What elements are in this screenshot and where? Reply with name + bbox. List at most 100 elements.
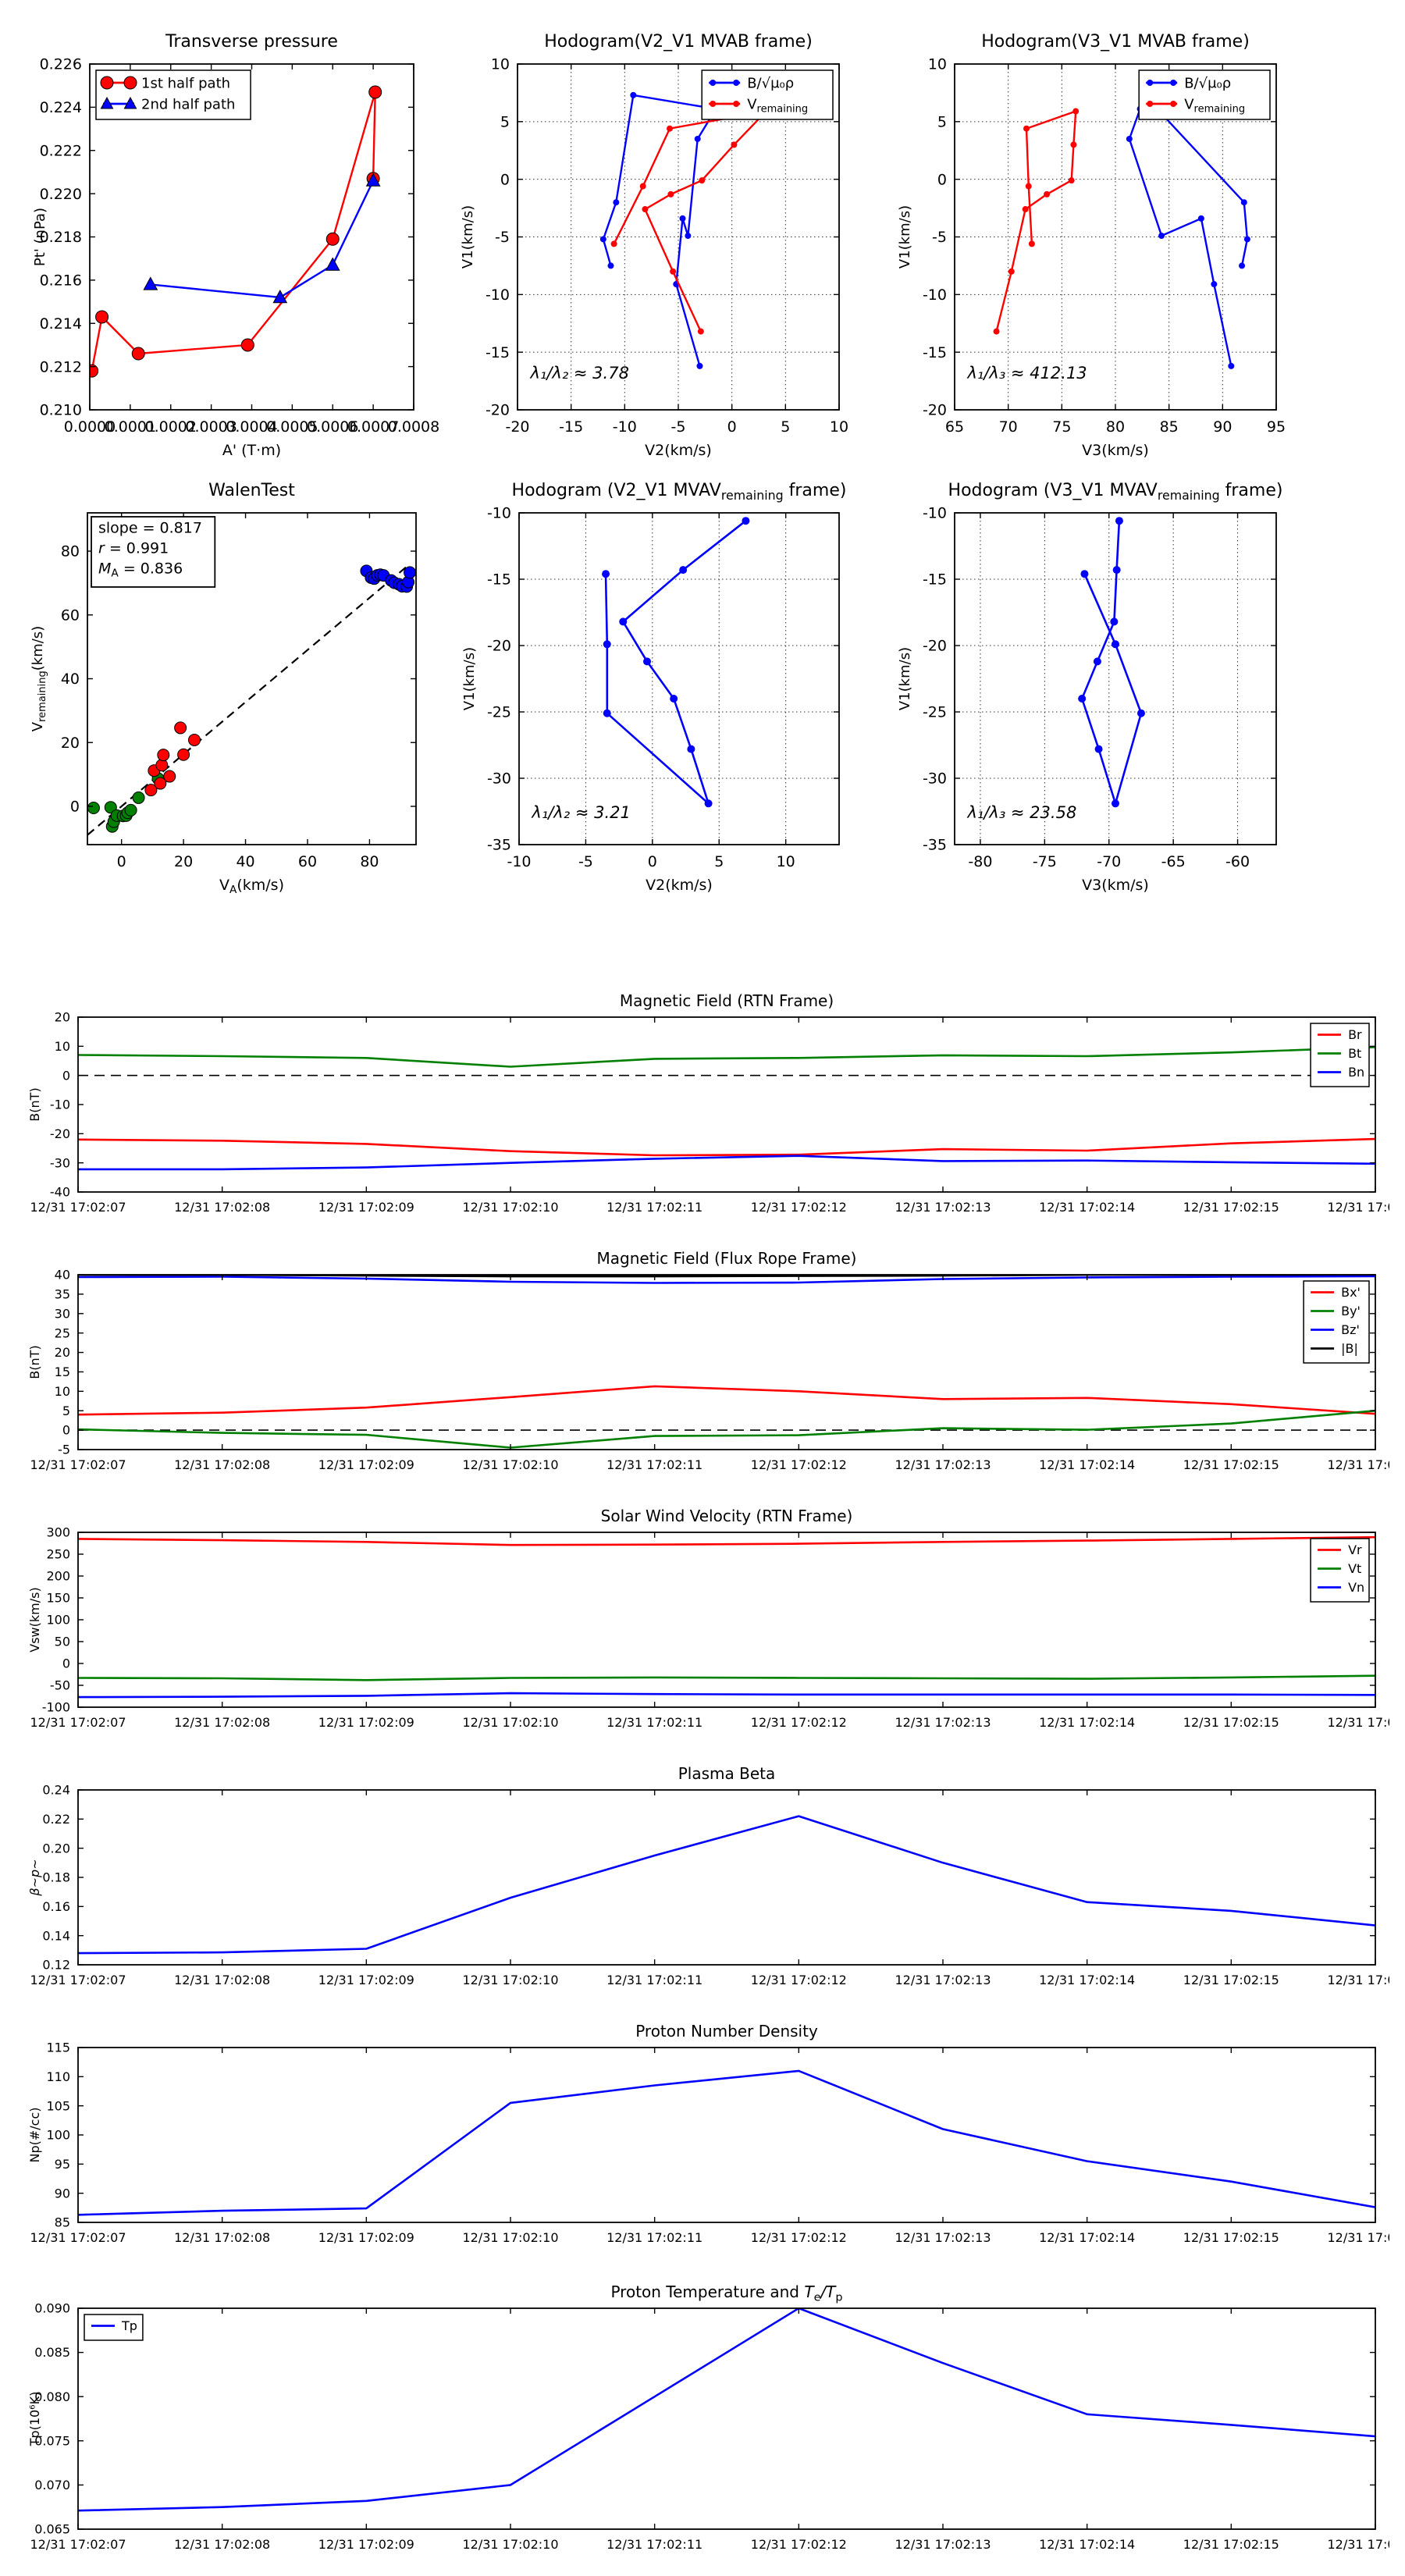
svg-text:20: 20 bbox=[55, 1345, 70, 1360]
svg-text:115: 115 bbox=[46, 2041, 70, 2055]
svg-text:-20: -20 bbox=[923, 638, 947, 655]
svg-text:V1(km/s): V1(km/s) bbox=[897, 205, 913, 269]
svg-text:V1(km/s): V1(km/s) bbox=[897, 647, 913, 710]
svg-text:12/31 17:02:09: 12/31 17:02:09 bbox=[318, 1715, 414, 1730]
svg-text:-75: -75 bbox=[1033, 853, 1057, 870]
svg-text:12/31 17:02:08: 12/31 17:02:08 bbox=[174, 1457, 270, 1472]
svg-text:12/31 17:02:09: 12/31 17:02:09 bbox=[318, 2230, 414, 2245]
svg-text:12/31 17:02:09: 12/31 17:02:09 bbox=[318, 1973, 414, 1987]
svg-text:Vr: Vr bbox=[1348, 1542, 1362, 1557]
svg-text:B/√μ₀ρ: B/√μ₀ρ bbox=[1184, 75, 1231, 91]
svg-text:-10: -10 bbox=[923, 505, 947, 522]
svg-text:0.0003: 0.0003 bbox=[185, 418, 237, 436]
svg-text:0.0001: 0.0001 bbox=[105, 418, 156, 436]
svg-text:0.214: 0.214 bbox=[40, 315, 82, 333]
svg-text:0.18: 0.18 bbox=[42, 1870, 70, 1885]
svg-text:90: 90 bbox=[55, 2186, 70, 2201]
svg-text:12/31 17:02:16: 12/31 17:02:16 bbox=[1327, 2537, 1389, 2552]
svg-text:0.224: 0.224 bbox=[40, 99, 82, 116]
svg-text:By': By' bbox=[1341, 1304, 1361, 1318]
svg-text:Vremaining: Vremaining bbox=[1184, 96, 1245, 115]
svg-text:-30: -30 bbox=[923, 770, 947, 788]
svg-text:70: 70 bbox=[999, 418, 1018, 436]
svg-text:Proton Number Density: Proton Number Density bbox=[635, 2022, 818, 2041]
svg-text:10: 10 bbox=[55, 1039, 70, 1054]
svg-text:12/31 17:02:10: 12/31 17:02:10 bbox=[462, 1715, 558, 1730]
svg-text:-5: -5 bbox=[58, 1443, 70, 1457]
svg-text:0: 0 bbox=[500, 171, 510, 188]
svg-text:-15: -15 bbox=[487, 571, 511, 589]
svg-text:12/31 17:02:07: 12/31 17:02:07 bbox=[30, 1715, 126, 1730]
svg-text:|B|: |B| bbox=[1341, 1341, 1358, 1356]
chart-proton-temperature: 12/31 17:02:07 12/31 17:02:08 12/31 17:02:… bbox=[20, 2268, 1405, 2568]
svg-text:12/31 17:02:16: 12/31 17:02:16 bbox=[1327, 1715, 1389, 1730]
svg-text:0.222: 0.222 bbox=[40, 142, 82, 159]
svg-text:V2(km/s): V2(km/s) bbox=[646, 877, 713, 894]
svg-text:100: 100 bbox=[46, 2128, 70, 2143]
svg-text:80: 80 bbox=[360, 853, 379, 870]
svg-text:0.070: 0.070 bbox=[34, 2478, 70, 2492]
svg-text:12/31 17:02:14: 12/31 17:02:14 bbox=[1039, 1973, 1135, 1987]
chart-solar-wind-velocity: 12/31 17:02:07 12/31 17:02:08 12/31 17:02:… bbox=[20, 1495, 1405, 1745]
svg-text:-20: -20 bbox=[505, 418, 529, 436]
svg-text:-10: -10 bbox=[487, 505, 511, 522]
svg-text:5: 5 bbox=[714, 853, 724, 870]
svg-text:0.0005: 0.0005 bbox=[266, 418, 318, 436]
svg-text:250: 250 bbox=[46, 1547, 70, 1562]
svg-text:12/31 17:02:16: 12/31 17:02:16 bbox=[1327, 2230, 1389, 2245]
svg-text:V1(km/s): V1(km/s) bbox=[460, 205, 476, 269]
svg-text:12/31 17:02:07: 12/31 17:02:07 bbox=[30, 1200, 126, 1215]
svg-text:-10: -10 bbox=[923, 286, 947, 304]
svg-text:10: 10 bbox=[777, 853, 795, 870]
chart-magnetic-field-flux-rope: 12/31 17:02:07 12/31 17:02:08 12/31 17:02:… bbox=[20, 1237, 1405, 1487]
svg-text:V3(km/s): V3(km/s) bbox=[1082, 877, 1149, 894]
svg-text:Np(#/cc): Np(#/cc) bbox=[27, 2108, 42, 2163]
svg-text:0: 0 bbox=[937, 171, 947, 188]
svg-text:Plasma Beta: Plasma Beta bbox=[678, 1764, 776, 1783]
svg-text:12/31 17:02:07: 12/31 17:02:07 bbox=[30, 1457, 126, 1472]
svg-text:A' (T·m): A' (T·m) bbox=[222, 442, 281, 459]
svg-text:12/31 17:02:09: 12/31 17:02:09 bbox=[318, 1200, 414, 1215]
svg-text:300: 300 bbox=[46, 1525, 70, 1540]
svg-text:12/31 17:02:08: 12/31 17:02:08 bbox=[174, 1715, 270, 1730]
svg-text:12/31 17:02:11: 12/31 17:02:11 bbox=[606, 1973, 702, 1987]
svg-text:12/31 17:02:12: 12/31 17:02:12 bbox=[751, 2230, 847, 2245]
chart-hodogram-v2v1-mvav: -10 -5 0 5 10 -35 -30 -25 -20 -15 -10 Hodogram (V2_… bbox=[453, 468, 851, 925]
svg-text:-5: -5 bbox=[495, 229, 510, 246]
svg-text:10: 10 bbox=[491, 56, 510, 73]
svg-text:Magnetic Field (RTN Frame): Magnetic Field (RTN Frame) bbox=[620, 991, 834, 1010]
svg-text:-15: -15 bbox=[923, 571, 947, 589]
svg-text:-35: -35 bbox=[487, 837, 511, 854]
svg-text:12/31 17:02:14: 12/31 17:02:14 bbox=[1039, 1457, 1135, 1472]
svg-text:12/31 17:02:13: 12/31 17:02:13 bbox=[895, 1200, 991, 1215]
svg-text:2nd half path: 2nd half path bbox=[141, 96, 235, 112]
svg-text:0.0002: 0.0002 bbox=[145, 418, 197, 436]
svg-text:12/31 17:02:10: 12/31 17:02:10 bbox=[462, 1200, 558, 1215]
svg-text:WalenTest: WalenTest bbox=[208, 481, 295, 500]
svg-text:12/31 17:02:14: 12/31 17:02:14 bbox=[1039, 1200, 1135, 1215]
svg-text:200: 200 bbox=[46, 1569, 70, 1584]
svg-text:-40: -40 bbox=[50, 1185, 70, 1200]
svg-text:Bz': Bz' bbox=[1341, 1322, 1360, 1337]
svg-text:40: 40 bbox=[236, 853, 254, 870]
svg-text:12/31 17:02:11: 12/31 17:02:11 bbox=[606, 1200, 702, 1215]
svg-text:-15: -15 bbox=[923, 344, 947, 361]
svg-text:0: 0 bbox=[727, 418, 737, 436]
svg-text:12/31 17:02:12: 12/31 17:02:12 bbox=[751, 1973, 847, 1987]
svg-text:0.0004: 0.0004 bbox=[226, 418, 277, 436]
svg-text:12/31 17:02:15: 12/31 17:02:15 bbox=[1183, 1200, 1279, 1215]
svg-text:12/31 17:02:09: 12/31 17:02:09 bbox=[318, 1457, 414, 1472]
svg-text:-30: -30 bbox=[50, 1155, 70, 1170]
svg-text:12/31 17:02:13: 12/31 17:02:13 bbox=[895, 2537, 991, 2552]
svg-text:0.16: 0.16 bbox=[42, 1899, 70, 1914]
svg-text:100: 100 bbox=[46, 1613, 70, 1628]
svg-text:80: 80 bbox=[61, 543, 80, 560]
svg-text:5: 5 bbox=[937, 113, 947, 130]
svg-text:12/31 17:02:12: 12/31 17:02:12 bbox=[751, 2537, 847, 2552]
svg-text:85: 85 bbox=[1160, 418, 1179, 436]
svg-text:Vremaining: Vremaining bbox=[747, 96, 808, 115]
svg-text:20: 20 bbox=[55, 1010, 70, 1025]
chart-hodogram-v3v1-mvab: 65 70 75 80 85 90 95 -20 -15 -10 -5 0 5 10 Hodogram(V3… bbox=[890, 20, 1288, 476]
svg-text:-10: -10 bbox=[507, 853, 531, 870]
